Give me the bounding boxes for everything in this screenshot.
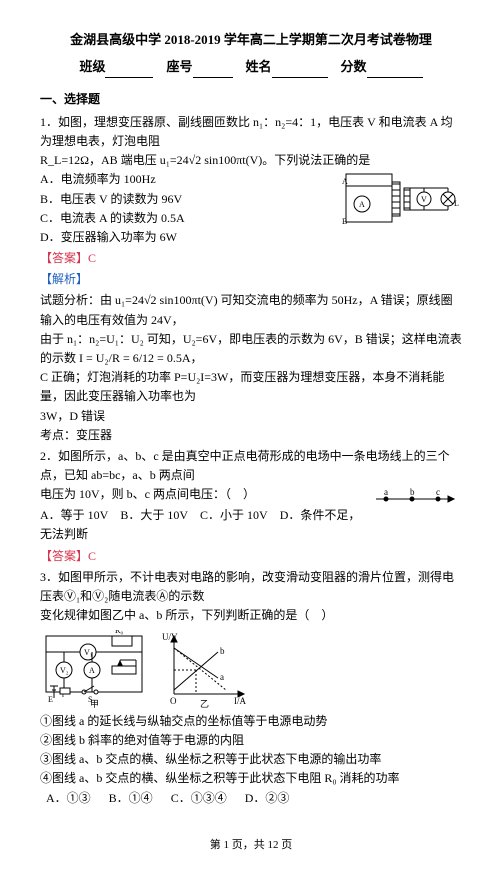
- class-blank: [105, 64, 153, 78]
- svg-text:a: a: [384, 487, 388, 497]
- q1-stem-1: 1．如图，理想变压器原、副线圈匝数比 n₁：n₂=4：1，电压表 V 和电流表 …: [40, 113, 462, 151]
- svg-text:A: A: [342, 177, 348, 186]
- svg-text:c: c: [436, 487, 440, 497]
- svg-text:O: O: [170, 696, 177, 706]
- q2-options: A．等于 10V B．大于 10V C．小于 10V D．条件不足，无法判断: [40, 506, 462, 544]
- svg-text:b: b: [220, 646, 225, 656]
- svg-text:B: B: [342, 217, 347, 226]
- svg-text:A: A: [89, 666, 95, 675]
- info-row: 班级 座号 姓名 分数: [40, 57, 462, 78]
- svg-text:I/A: I/A: [234, 696, 246, 706]
- question-2: 2．如图所示，a、b、c 是由真空中正点电荷形成的电场中一条电场线上的三个点，已…: [40, 447, 462, 566]
- q2-opt-c: C．小于 10V: [200, 508, 268, 522]
- seat-label: 座号: [166, 59, 192, 74]
- q1-expl-2: 由于 n₁：n₂=U₁：U₂ 可知，U₂=6V，即电压表的示数为 6V，B 错误…: [40, 330, 462, 368]
- q2-answer: 【答案】C: [40, 547, 462, 566]
- svg-text:V₁: V₁: [84, 648, 93, 657]
- q3-opt-c: C．①③④: [171, 791, 227, 805]
- q1-kp: 考点：变压器: [40, 426, 462, 445]
- q1-analysis-label: 【解析】: [40, 270, 462, 289]
- class-label: 班级: [79, 59, 105, 74]
- section-heading: 一、选择题: [40, 90, 462, 109]
- q3-opt-d: D．②③: [245, 791, 290, 805]
- svg-text:R₀: R₀: [115, 630, 123, 635]
- q2-opt-b: B．大于 10V: [120, 508, 188, 522]
- svg-text:b: b: [410, 487, 415, 497]
- name-blank: [272, 64, 328, 78]
- svg-text:乙: 乙: [200, 699, 209, 708]
- name-label: 姓名: [246, 59, 272, 74]
- page-title: 金湖县高级中学 2018-2019 学年高二上学期第二次月考试卷物理: [40, 30, 462, 51]
- q2-stem-1: 2．如图所示，a、b、c 是由真空中正点电荷形成的电场中一条电场线上的三个点，已…: [40, 447, 462, 485]
- q3-stem-1: 3．如图甲所示，不计电表对电路的影响，改变滑动变阻器的滑片位置，测得电压表Ⓥ₁和…: [40, 568, 462, 606]
- q1-stem-2: R_L=12Ω，AB 端电压 u₁=24√2 sin100πt(V)。下列说法正…: [40, 151, 462, 170]
- svg-text:U/V: U/V: [162, 632, 178, 642]
- q3-options: A．①③ B．①④ C．①③④ D．②③: [40, 789, 462, 808]
- question-3: 3．如图甲所示，不计电表对电路的影响，改变滑动变阻器的滑片位置，测得电压表Ⓥ₁和…: [40, 568, 462, 809]
- q3-s2: ②图线 b 斜率的绝对值等于电源的内阻: [40, 731, 462, 750]
- q3-stem-2: 变化规律如图乙中 a、b 所示，下列判断正确的是（ ）: [40, 606, 462, 625]
- svg-text:V₂: V₂: [60, 666, 69, 675]
- ui-graph: U/V I/A a b O 乙: [160, 630, 250, 708]
- q1-expl-1: 试题分析：由 u₁=24√2 sin100πt(V) 可知交流电的频率为 50H…: [40, 291, 462, 329]
- q2-opt-a: A．等于 10V: [40, 508, 108, 522]
- circuit-diagram-1: A B A V L: [342, 170, 462, 228]
- q3-s4: ④图线 a、b 交点的横、纵坐标之积等于此状态下电阻 R₀ 消耗的功率: [40, 769, 462, 788]
- q1-expl-3: C 正确；灯泡消耗的功率 P=U₂I=3W，而变压器为理想变压器，本身不消耗能量…: [40, 368, 462, 406]
- q3-opt-a: A．①③: [46, 791, 91, 805]
- svg-text:A: A: [359, 200, 365, 209]
- page-footer: 第 1 页，共 12 页: [40, 837, 462, 855]
- score-blank: [367, 64, 423, 78]
- svg-text:a: a: [220, 672, 224, 682]
- q1-opt-d: D．变压器输入功率为 6W: [40, 228, 462, 247]
- svg-text:L: L: [454, 199, 459, 208]
- svg-text:甲: 甲: [90, 699, 99, 708]
- question-1: 1．如图，理想变压器原、副线圈匝数比 n₁：n₂=4：1，电压表 V 和电流表 …: [40, 113, 462, 445]
- seat-blank: [193, 64, 233, 78]
- score-label: 分数: [341, 59, 367, 74]
- circuit-diagram-2: V₁ R₀ V₂ A E r: [40, 630, 150, 708]
- q3-opt-b: B．①④: [109, 791, 153, 805]
- svg-text:E: E: [48, 695, 53, 704]
- q3-s3: ③图线 a、b 交点的横、纵坐标之积等于此状态下电源的输出功率: [40, 750, 462, 769]
- svg-text:V: V: [421, 195, 427, 204]
- q1-expl-4: 3W，D 错误: [40, 407, 462, 426]
- abc-line-diagram: a b c: [372, 487, 462, 507]
- q3-s1: ①图线 a 的延长线与纵轴交点的坐标值等于电源电动势: [40, 712, 462, 731]
- q3-figures: V₁ R₀ V₂ A E r: [40, 630, 462, 708]
- q1-answer: 【答案】C: [40, 249, 462, 268]
